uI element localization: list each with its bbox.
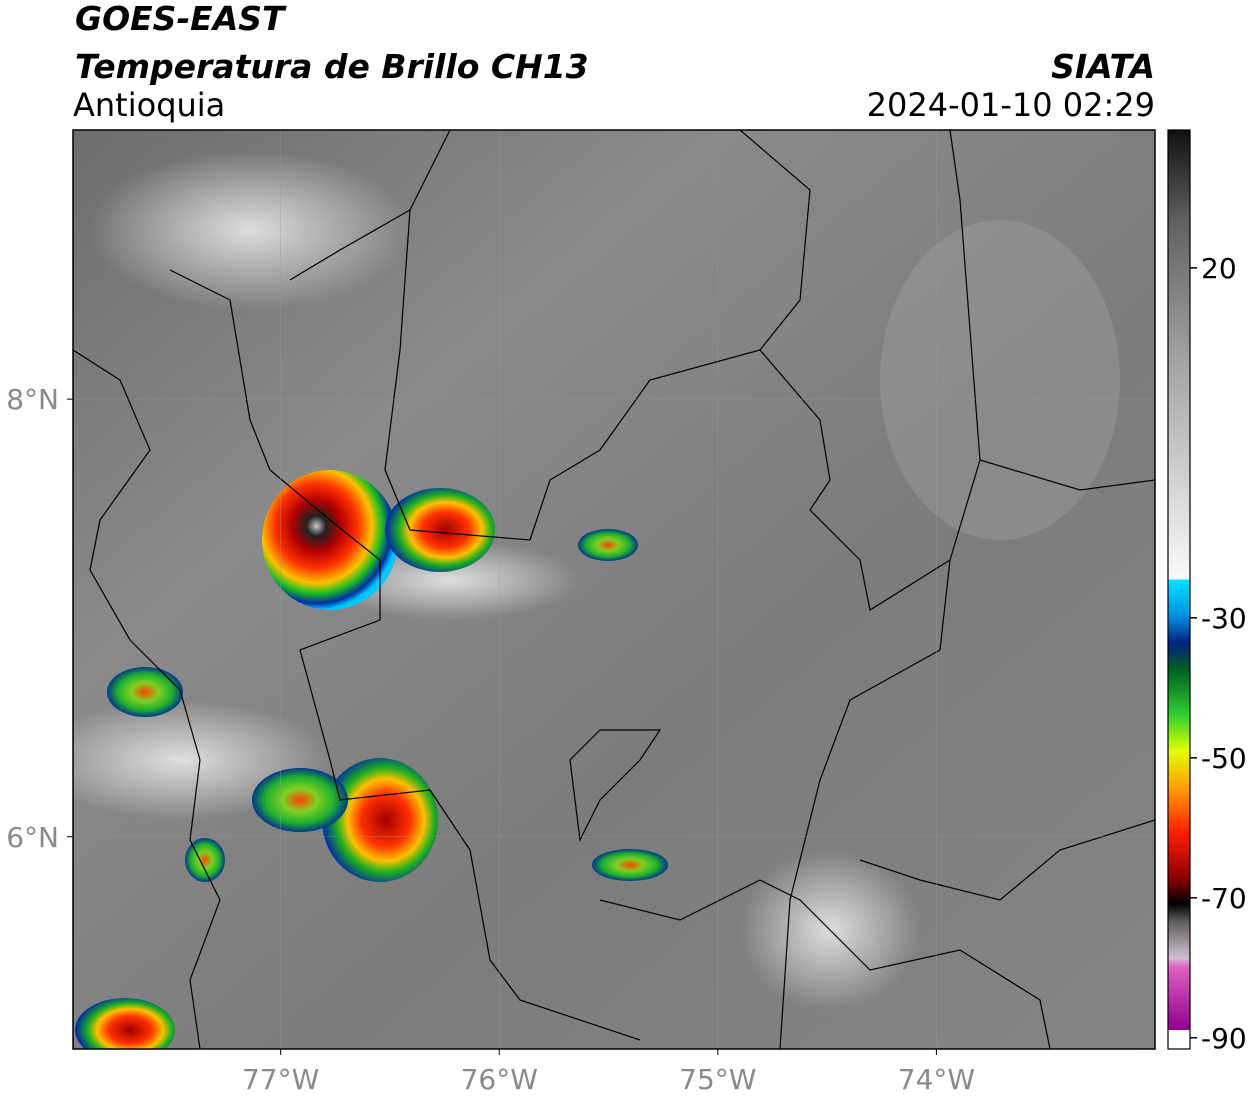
storm [252,768,348,832]
storm [262,470,398,610]
region: Antioquia [73,86,225,124]
y-tick-label: 6°N [6,821,59,854]
x-tick-label: 75°W [679,1063,756,1096]
storm [75,998,175,1049]
storm [578,529,638,561]
cloud [90,150,410,310]
y-tick-label: 8°N [6,383,59,416]
colorbar-under [1168,1030,1190,1049]
map-frame [72,129,1156,1050]
grid [73,130,1155,1049]
colorbar [1168,130,1190,1030]
storm [592,849,668,881]
source: SIATA [1051,47,1155,86]
colorbar-label: -90 [1201,1022,1247,1055]
cloud [880,220,1120,540]
storm [322,758,438,882]
x-tick-label: 74°W [898,1063,975,1096]
boundaries [73,130,1155,1049]
x-tick-label: 76°W [461,1063,538,1096]
storm [385,488,495,572]
subtitle: Temperatura de Brillo CH13 [75,47,589,86]
colorbar-label: -50 [1201,742,1247,775]
datetime: 2024-01-10 02:29 [867,86,1155,124]
colorbar-label: 20 [1201,252,1237,285]
colorbar-frame [1167,129,1191,1050]
map-image [73,130,1155,1049]
colorbar-label: -70 [1201,882,1247,915]
storm [185,838,225,882]
title: GOES-EAST [75,0,287,38]
storm [107,667,183,717]
x-tick-label: 77°W [242,1063,319,1096]
colorbar-label: -30 [1201,602,1247,635]
